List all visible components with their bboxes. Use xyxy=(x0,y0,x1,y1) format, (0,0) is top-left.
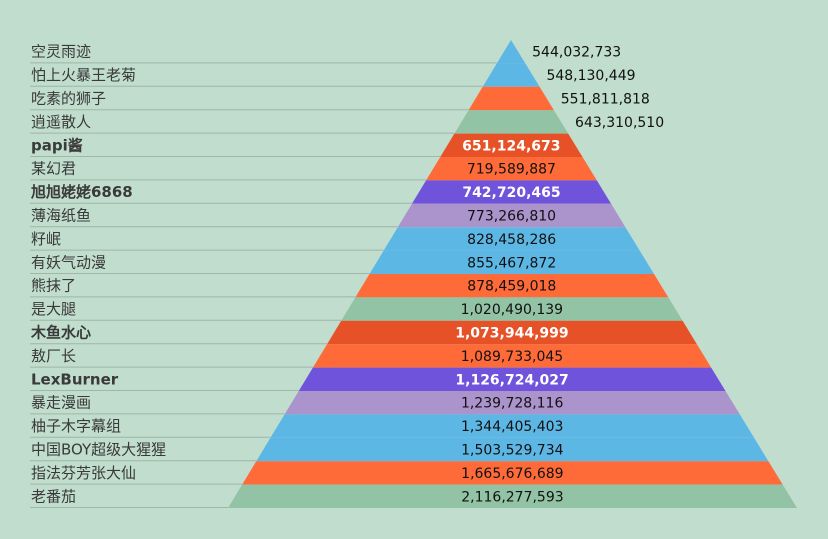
category-label: 是大腿 xyxy=(31,300,76,318)
category-label: 空灵雨迹 xyxy=(31,43,91,61)
pyramid-bands xyxy=(228,40,797,508)
category-label: 籽岷 xyxy=(31,230,61,248)
pyramid-band xyxy=(228,484,797,508)
value-labels: 544,032,733 548,130,449 551,811,818 643,310… xyxy=(455,45,664,506)
pyramid-band xyxy=(270,414,755,438)
pyramid-band xyxy=(298,367,726,391)
pyramid-band xyxy=(383,227,640,251)
pyramid-band xyxy=(369,250,654,274)
pyramid-band xyxy=(426,157,597,181)
value-label: 544,032,733 xyxy=(532,45,621,61)
category-label: 吃素的狮子 xyxy=(31,90,106,108)
pyramid-band xyxy=(284,391,740,415)
pyramid-band xyxy=(341,297,683,321)
value-label: 1,239,728,116 xyxy=(461,396,564,412)
category-label: 指法芬芳张大仙 xyxy=(31,464,136,482)
pyramid-band xyxy=(468,86,554,111)
pyramid-band xyxy=(327,320,697,345)
value-label: 878,459,018 xyxy=(467,279,556,295)
pyramid-band xyxy=(397,203,626,228)
value-label: 1,344,405,403 xyxy=(461,419,563,435)
pyramid-band xyxy=(496,40,526,64)
value-label: 1,073,944,999 xyxy=(455,326,568,342)
category-label: 暴走漫画 xyxy=(31,394,91,412)
value-label: 773,266,810 xyxy=(467,209,556,225)
value-label: 1,665,676,689 xyxy=(461,466,563,482)
value-label: 651,124,673 xyxy=(462,138,560,154)
category-label: 某幻君 xyxy=(31,160,76,178)
value-label: 548,130,449 xyxy=(546,68,635,84)
category-label: 敖厂长 xyxy=(31,347,76,365)
category-label: 中国BOY超级大猩猩 xyxy=(31,441,166,459)
value-label: 2,116,277,593 xyxy=(461,489,563,505)
pyramid-band xyxy=(440,133,583,157)
label-rules xyxy=(30,62,497,508)
category-label: 老番茄 xyxy=(31,487,76,505)
value-label: 719,589,887 xyxy=(467,162,556,178)
category-label: 旭旭姥姥6868 xyxy=(30,183,133,201)
category-label: 熊抹了 xyxy=(31,277,76,295)
value-label: 1,503,529,734 xyxy=(461,443,564,459)
value-label: 643,310,510 xyxy=(575,115,664,131)
value-label: 1,126,724,027 xyxy=(455,372,568,388)
pyramid-band xyxy=(355,274,669,298)
value-label: 828,458,286 xyxy=(467,232,556,248)
category-label: 有妖气动漫 xyxy=(31,253,106,271)
value-label: 742,720,465 xyxy=(462,185,560,201)
pyramid-band xyxy=(256,437,769,462)
value-label: 855,467,872 xyxy=(467,255,556,271)
pyramid-band xyxy=(312,344,712,368)
category-label: 逍遥散人 xyxy=(31,113,91,131)
pyramid-band xyxy=(454,110,569,134)
pyramid-band xyxy=(411,180,612,204)
pyramid-band xyxy=(482,63,540,87)
category-label: LexBurner xyxy=(31,370,119,388)
value-label: 1,089,733,045 xyxy=(461,349,563,365)
category-label: 柚子木字幕组 xyxy=(31,417,121,435)
value-label: 551,811,818 xyxy=(561,92,650,108)
category-label: 薄海纸鱼 xyxy=(31,207,91,225)
pyramid-band xyxy=(242,461,783,485)
category-label: 木鱼水心 xyxy=(30,324,91,342)
value-label: 1,020,490,139 xyxy=(461,302,563,318)
category-label: 怕上火暴王老菊 xyxy=(31,66,136,84)
category-label: papi酱 xyxy=(31,136,83,154)
